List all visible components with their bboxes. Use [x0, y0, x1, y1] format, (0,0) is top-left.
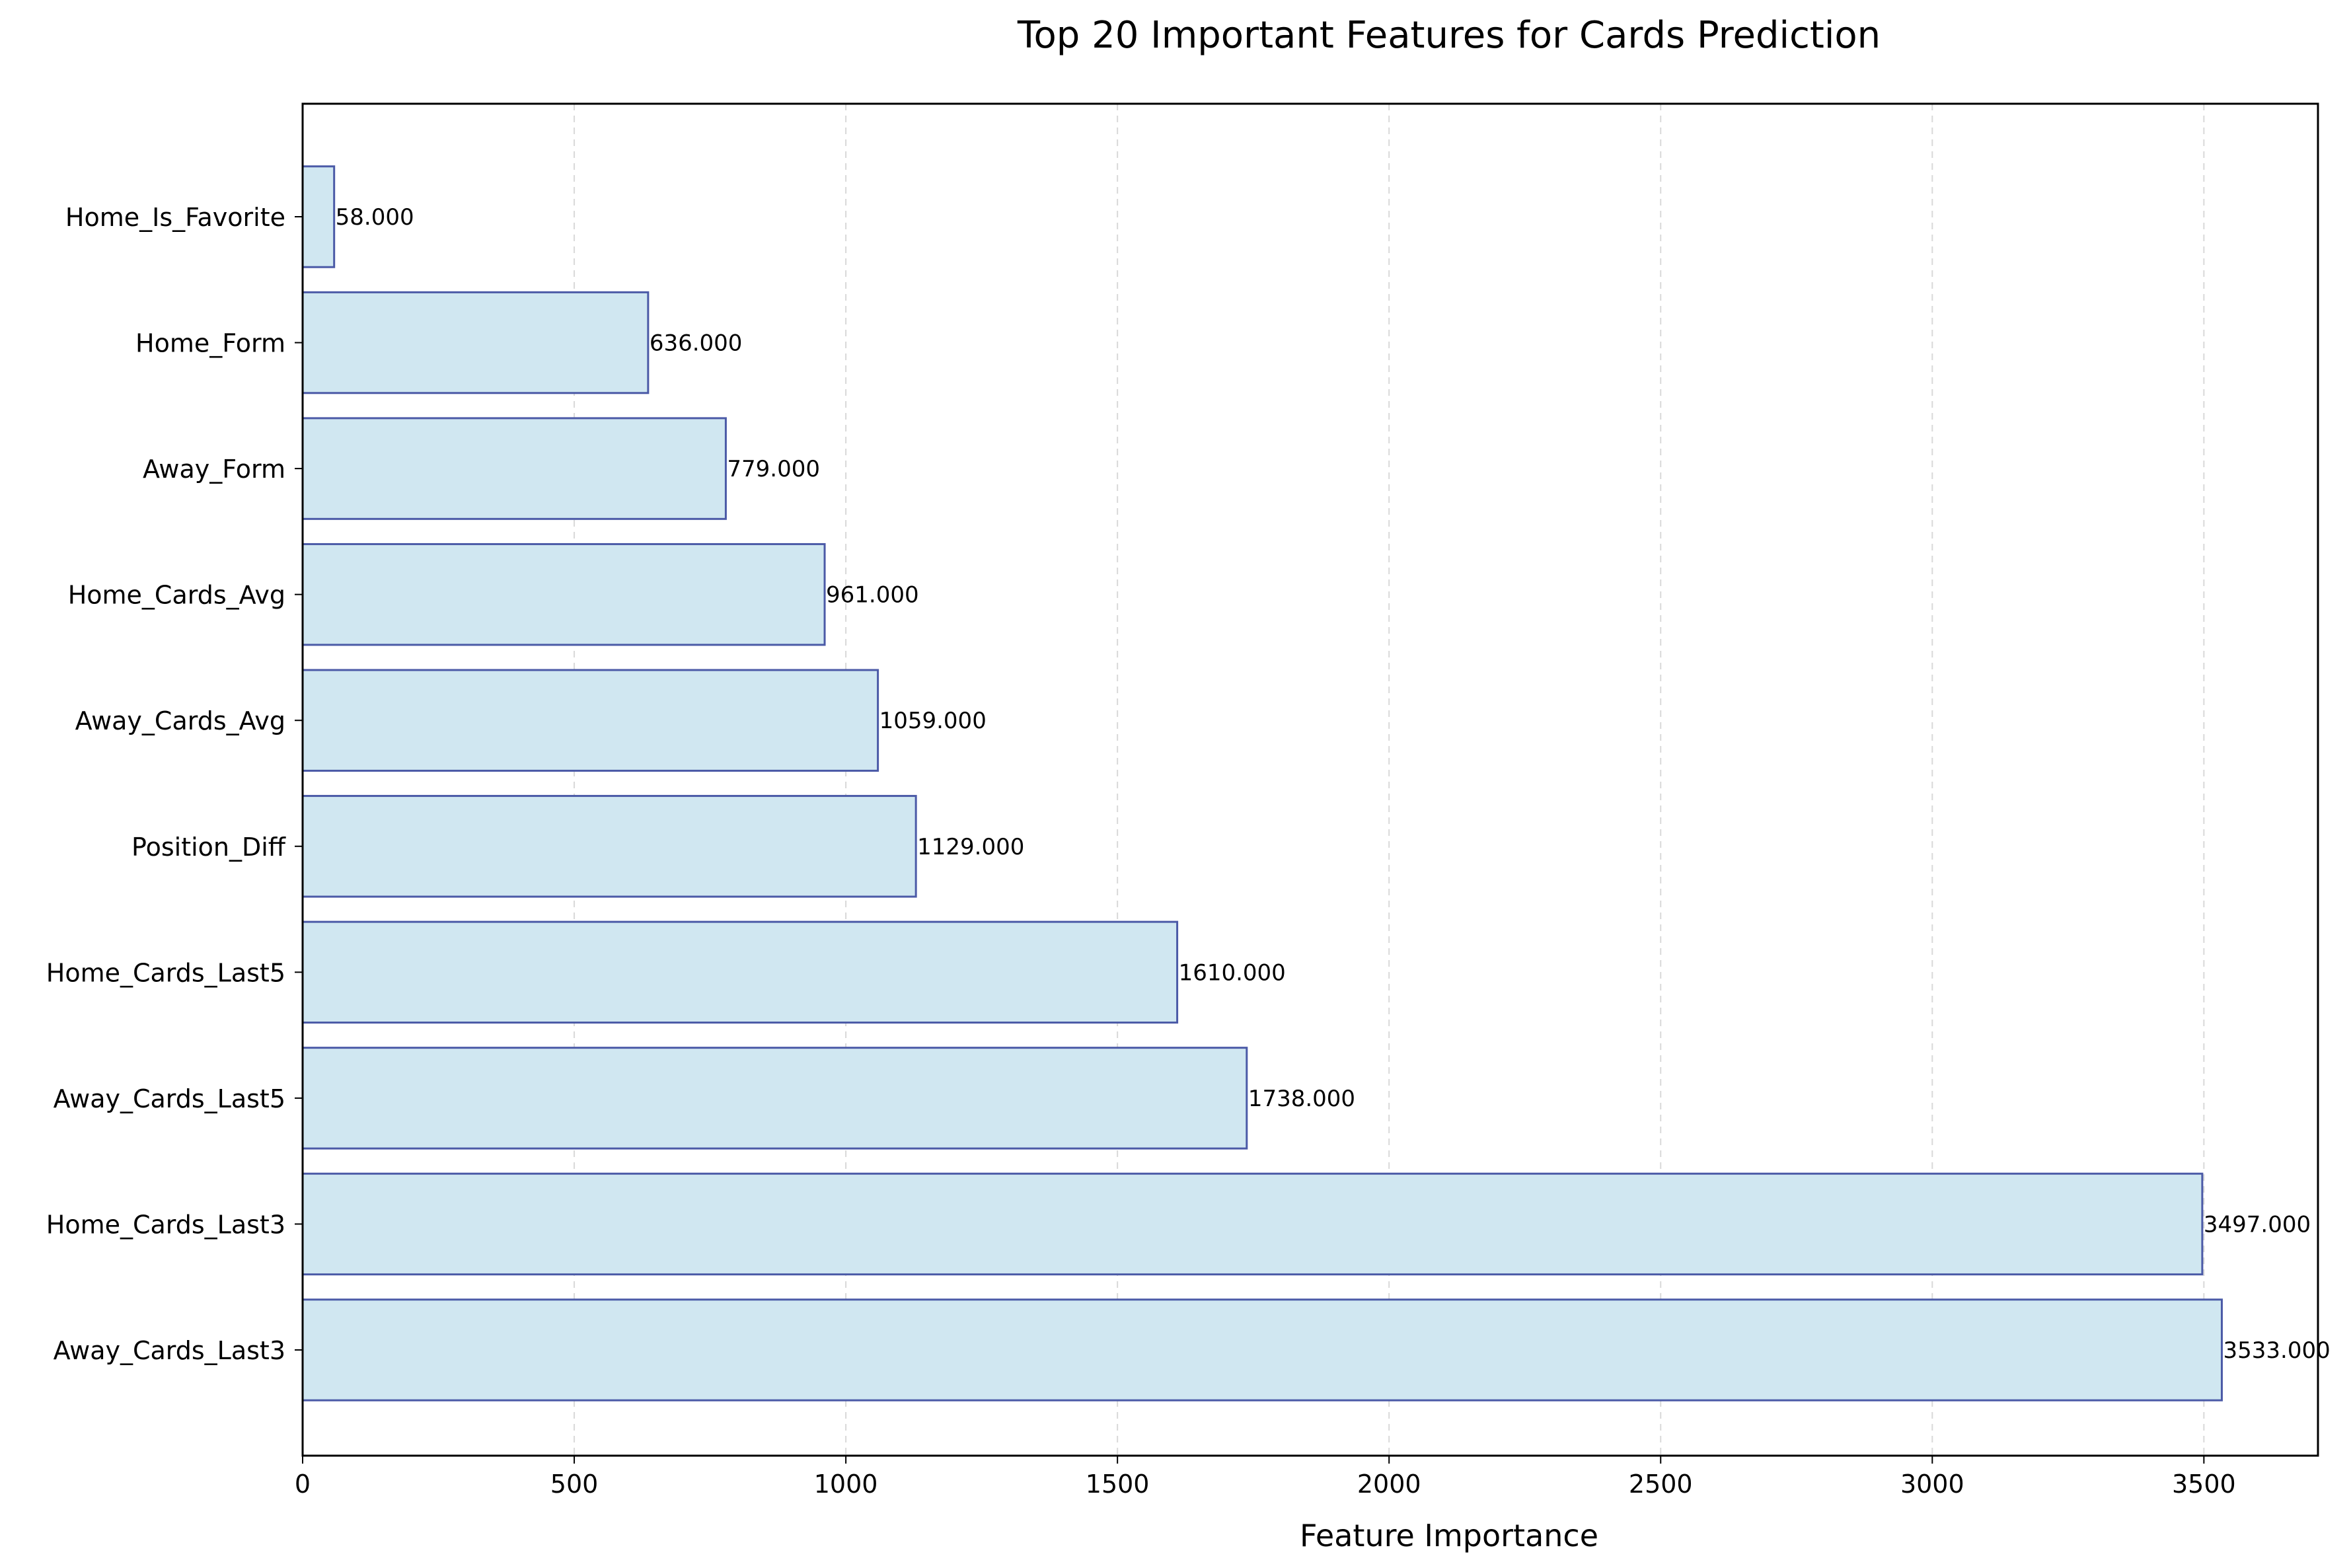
value-label: 58.000 [336, 204, 414, 231]
y-tick-label: Home_Cards_Avg [68, 581, 285, 610]
y-tick-label: Away_Cards_Last3 [54, 1336, 285, 1365]
x-tick-label: 1000 [814, 1470, 878, 1499]
y-tick-label: Home_Cards_Last5 [46, 958, 285, 987]
value-label: 1059.000 [879, 708, 987, 734]
x-ticks: 0 500 1000 1500 2000 2500 3000 3500 [295, 1456, 2236, 1499]
value-label: 636.000 [650, 330, 743, 357]
y-tick-label: Away_Form [143, 455, 285, 484]
bar [301, 165, 336, 268]
y-tick-label: Home_Form [135, 329, 285, 358]
bars [301, 165, 2223, 1401]
x-tick-label: 3000 [1900, 1470, 1964, 1499]
bar [301, 542, 826, 646]
value-label: 1738.000 [1248, 1086, 1355, 1112]
bar [301, 417, 727, 520]
value-label: 961.000 [826, 582, 919, 609]
value-label: 779.000 [727, 456, 820, 482]
y-ticks: Away_Cards_Last3 Home_Cards_Last3 Away_Car… [46, 203, 303, 1365]
x-tick-label: 3500 [2172, 1470, 2236, 1499]
x-axis-label: Feature Importance [1300, 1518, 1598, 1553]
bar [301, 1047, 1248, 1150]
x-tick-label: 500 [550, 1470, 599, 1499]
plot-frame [301, 102, 2319, 1457]
value-label: 1129.000 [917, 834, 1024, 860]
y-tick-label: Home_Cards_Last3 [46, 1210, 285, 1239]
value-label: 3497.000 [2204, 1211, 2311, 1238]
value-label: 1610.000 [1179, 959, 1286, 986]
chart-title: Top 20 Important Features for Cards Pred… [1017, 14, 1881, 57]
bar [301, 669, 879, 772]
bar [301, 920, 1179, 1024]
bar [301, 291, 650, 394]
x-tick-label: 1500 [1086, 1470, 1150, 1499]
y-tick-label: Away_Cards_Avg [75, 706, 285, 735]
x-tick-label: 2000 [1357, 1470, 1421, 1499]
x-tick-label: 2500 [1629, 1470, 1693, 1499]
value-label: 3533.000 [2223, 1337, 2330, 1364]
y-tick-label: Away_Cards_Last5 [54, 1084, 285, 1113]
bar [301, 795, 917, 898]
bar [301, 1298, 2223, 1401]
value-labels: 3533.000 3497.000 1738.000 1610.000 1129.000… [336, 204, 2331, 1364]
y-tick-label: Home_Is_Favorite [65, 203, 285, 232]
x-tick-label: 0 [295, 1470, 311, 1499]
y-tick-label: Position_Diff [131, 833, 286, 862]
bar [301, 1172, 2204, 1276]
